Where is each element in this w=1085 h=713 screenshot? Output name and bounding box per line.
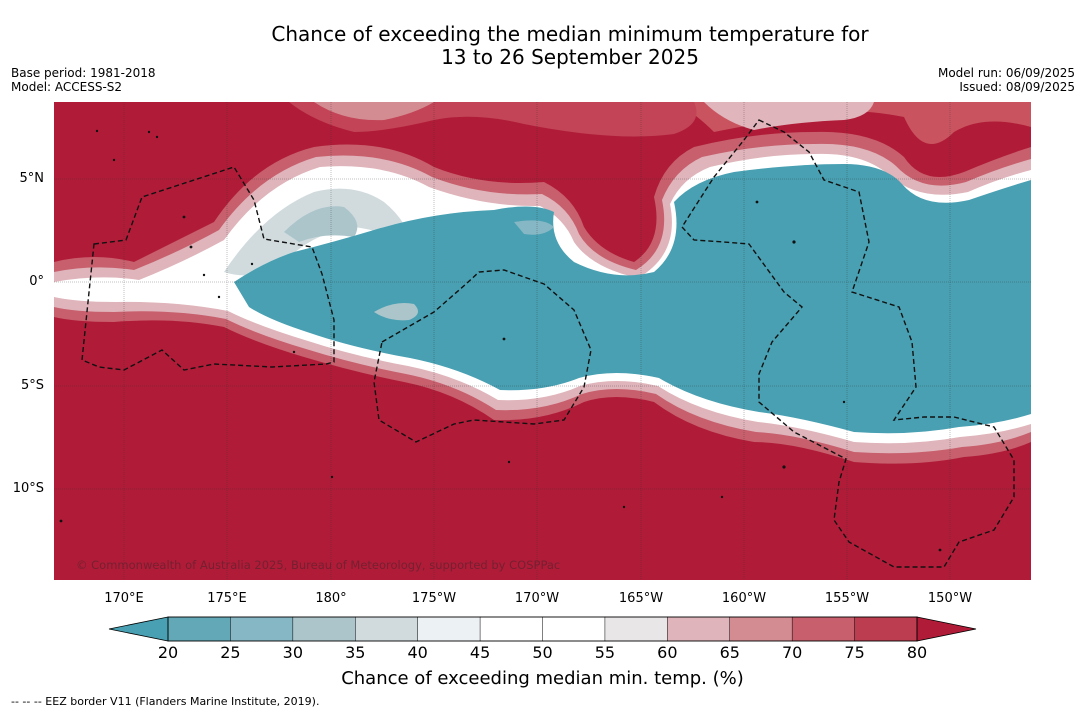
colorbar-tick-label: 70 [781, 643, 803, 662]
map-panel [54, 102, 1031, 580]
lon-label-160w: 160°W [721, 591, 767, 606]
colorbar-segment [292, 616, 357, 642]
colorbar-tick-label: 35 [345, 643, 366, 662]
colorbar-segment [667, 616, 731, 642]
lat-label-0: 0° [29, 274, 44, 289]
map-title-line1: Chance of exceeding the median minimum t… [271, 22, 869, 46]
colorbar-segment [604, 616, 669, 642]
colorbar-tick-label: 60 [657, 643, 678, 662]
colorbar-high-extend [916, 616, 977, 642]
lon-label-175e: 175°E [207, 591, 247, 606]
eez-footnote: -- -- -- EEZ border V11 (Flanders Marine… [11, 695, 320, 708]
colorbar-title: Chance of exceeding median min. temp. (%… [341, 668, 744, 689]
low-probability-region [234, 164, 1031, 434]
model-run-label: Model run: 06/09/2025 [937, 66, 1075, 80]
lon-label-155w: 155°W [824, 591, 870, 606]
colorbar-tick-label: 55 [594, 643, 616, 662]
lon-label-170w: 170°W [514, 591, 560, 606]
colorbar-tick-label: 25 [220, 643, 241, 662]
lon-label-170e: 170°E [104, 591, 144, 606]
colorbar-segment [479, 616, 544, 642]
island-markers [59, 129, 942, 552]
colorbar-low-extend [108, 616, 169, 642]
colorbar-frame [167, 616, 918, 642]
colorbar-tick-label: 50 [532, 643, 553, 662]
lat-label-10s: 10°S [12, 481, 44, 496]
lon-label-180: 180° [315, 591, 347, 606]
copyright-watermark: © Commonwealth of Australia 2025, Bureau… [76, 558, 561, 572]
colorbar-tick-label: 65 [719, 643, 740, 662]
colorbar-segment [167, 616, 232, 642]
lat-label-5s: 5°S [20, 378, 44, 393]
model-label: Model: ACCESS-S2 [11, 80, 123, 94]
eez-borders [81, 119, 1015, 568]
lon-label-150w: 150°W [927, 591, 973, 606]
issued-label: Issued: 08/09/2025 [959, 80, 1075, 94]
colorbar-segment [791, 616, 856, 642]
colorbar-segments [167, 616, 918, 642]
colorbar-tick-label: 45 [469, 643, 491, 662]
colorbar-segment [230, 616, 294, 642]
lat-label-5n: 5°N [19, 171, 45, 186]
colorbar-tick-label: 30 [282, 643, 304, 662]
colorbar-segment [542, 616, 606, 642]
colorbar-segment [355, 616, 419, 642]
lon-label-175w: 175°W [411, 591, 457, 606]
colorbar-segment [417, 616, 481, 642]
map-title-line2: 13 to 26 September 2025 [441, 45, 699, 69]
colorbar-tick-label: 40 [407, 643, 428, 662]
colorbar-tick-label: 20 [157, 643, 179, 662]
base-period-label: Base period: 1981-2018 [11, 66, 156, 80]
colorbar-segment [729, 616, 793, 642]
graticule [54, 102, 1031, 580]
colorbar-segment [854, 616, 918, 642]
temperature-probability-map [54, 102, 1031, 580]
lon-label-165w: 165°W [618, 591, 664, 606]
colorbar-tick-label: 75 [844, 643, 865, 662]
colorbar-tick-label: 80 [906, 643, 928, 662]
